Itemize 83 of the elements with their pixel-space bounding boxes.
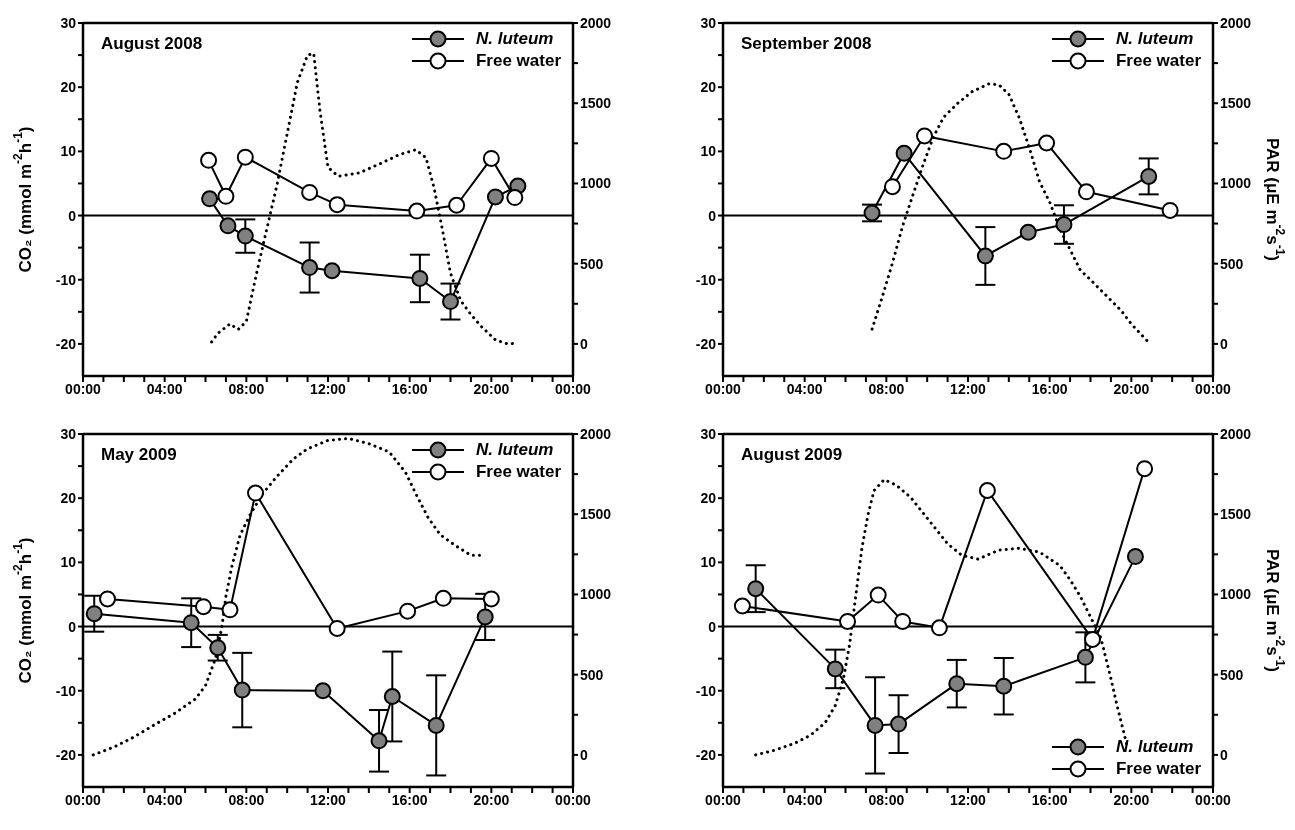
y2-tick-label: 2000 bbox=[580, 425, 612, 442]
x-tick-label: 16:00 bbox=[391, 791, 428, 808]
y2-tick-label: 500 bbox=[580, 666, 604, 683]
x-tick-label: 00:00 bbox=[1195, 380, 1232, 397]
legend-label: Free water bbox=[475, 50, 561, 72]
y2-tick-label: 1000 bbox=[580, 175, 612, 192]
x-tick-label: 04:00 bbox=[786, 380, 823, 397]
y-tick-label: -20 bbox=[55, 335, 77, 352]
y-tick-label: 0 bbox=[708, 618, 717, 635]
y-tick-label: 20 bbox=[60, 79, 77, 96]
y-tick-label: 0 bbox=[68, 618, 77, 635]
y-tick-label: 0 bbox=[68, 207, 77, 224]
text: May 2009 bbox=[101, 445, 177, 465]
y2-tick-label: 1000 bbox=[580, 586, 612, 603]
x-tick-label: 12:00 bbox=[310, 791, 347, 808]
legend-label: N. luteum bbox=[475, 28, 554, 50]
x-tick-label: 08:00 bbox=[868, 791, 905, 808]
y2-tick-label: 1500 bbox=[1220, 506, 1252, 523]
legend-label: Free water bbox=[1115, 758, 1201, 780]
x-tick-label: 04:00 bbox=[146, 380, 183, 397]
y-tick-label: 10 bbox=[700, 554, 717, 571]
y-tick-label: 30 bbox=[700, 425, 717, 442]
y2-tick-label: 1500 bbox=[580, 506, 612, 523]
x-tick-label: 00:00 bbox=[65, 791, 102, 808]
y2-tick-label: 2000 bbox=[1220, 425, 1252, 442]
text: September 2008 bbox=[741, 34, 872, 54]
y-tick-label: 30 bbox=[700, 14, 717, 31]
x-tick-label: 04:00 bbox=[146, 791, 183, 808]
x-tick-label: 20:00 bbox=[1113, 380, 1150, 397]
x-tick-label: 00:00 bbox=[555, 791, 592, 808]
y-tick-label: 20 bbox=[700, 79, 717, 96]
y2-tick-label: 0 bbox=[580, 746, 588, 763]
y-tick-label: -10 bbox=[695, 271, 717, 288]
x-tick-label: 20:00 bbox=[473, 791, 510, 808]
y-tick-label: 30 bbox=[60, 14, 77, 31]
x-tick-label: 08:00 bbox=[228, 791, 265, 808]
y-tick-label: -20 bbox=[695, 746, 717, 763]
x-tick-label: 20:00 bbox=[473, 380, 510, 397]
x-tick-label: 16:00 bbox=[1031, 380, 1068, 397]
y-tick-label: -20 bbox=[55, 746, 77, 763]
legend-label: Free water bbox=[475, 461, 561, 483]
y2-tick-label: 1000 bbox=[1220, 586, 1252, 603]
y2-tick-label: 500 bbox=[580, 255, 604, 272]
y-tick-label: 10 bbox=[60, 554, 77, 571]
y2-tick-label: 1500 bbox=[1220, 95, 1252, 112]
y2-tick-label: 0 bbox=[580, 335, 588, 352]
x-tick-label: 00:00 bbox=[555, 380, 592, 397]
y2-tick-label: 1000 bbox=[1220, 175, 1252, 192]
y-tick-label: 30 bbox=[60, 425, 77, 442]
x-tick-label: 00:00 bbox=[705, 791, 742, 808]
y-tick-label: 0 bbox=[708, 207, 717, 224]
x-tick-label: 12:00 bbox=[950, 791, 987, 808]
y2-tick-label: 500 bbox=[1220, 255, 1244, 272]
y2-tick-label: 2000 bbox=[1220, 14, 1252, 31]
y-tick-label: -10 bbox=[55, 271, 77, 288]
x-tick-label: 08:00 bbox=[228, 380, 265, 397]
y-tick-label: -10 bbox=[55, 682, 77, 699]
y-tick-label: -20 bbox=[695, 335, 717, 352]
legend-label: N. luteum bbox=[475, 439, 554, 461]
text: August 2008 bbox=[101, 34, 203, 54]
x-tick-label: 00:00 bbox=[65, 380, 102, 397]
x-tick-label: 00:00 bbox=[1195, 791, 1232, 808]
y2-tick-label: 1500 bbox=[580, 95, 612, 112]
x-tick-label: 04:00 bbox=[786, 791, 823, 808]
x-tick-label: 16:00 bbox=[391, 380, 428, 397]
y2-tick-label: 0 bbox=[1220, 335, 1228, 352]
x-tick-label: 00:00 bbox=[705, 380, 742, 397]
x-tick-label: 08:00 bbox=[868, 380, 905, 397]
x-tick-label: 12:00 bbox=[950, 380, 987, 397]
x-tick-label: 12:00 bbox=[310, 380, 347, 397]
x-tick-label: 16:00 bbox=[1031, 791, 1068, 808]
legend-label: Free water bbox=[1115, 50, 1201, 72]
y-tick-label: 10 bbox=[60, 143, 77, 160]
y-tick-label: 20 bbox=[700, 490, 717, 507]
y-tick-label: 20 bbox=[60, 490, 77, 507]
text: August 2009 bbox=[741, 445, 843, 465]
y2-tick-label: 2000 bbox=[580, 14, 612, 31]
y-tick-label: 10 bbox=[700, 143, 717, 160]
y-tick-label: -10 bbox=[695, 682, 717, 699]
y2-tick-label: 0 bbox=[1220, 746, 1228, 763]
x-tick-label: 20:00 bbox=[1113, 791, 1150, 808]
legend-label: N. luteum bbox=[1115, 28, 1194, 50]
y2-tick-label: 500 bbox=[1220, 666, 1244, 683]
